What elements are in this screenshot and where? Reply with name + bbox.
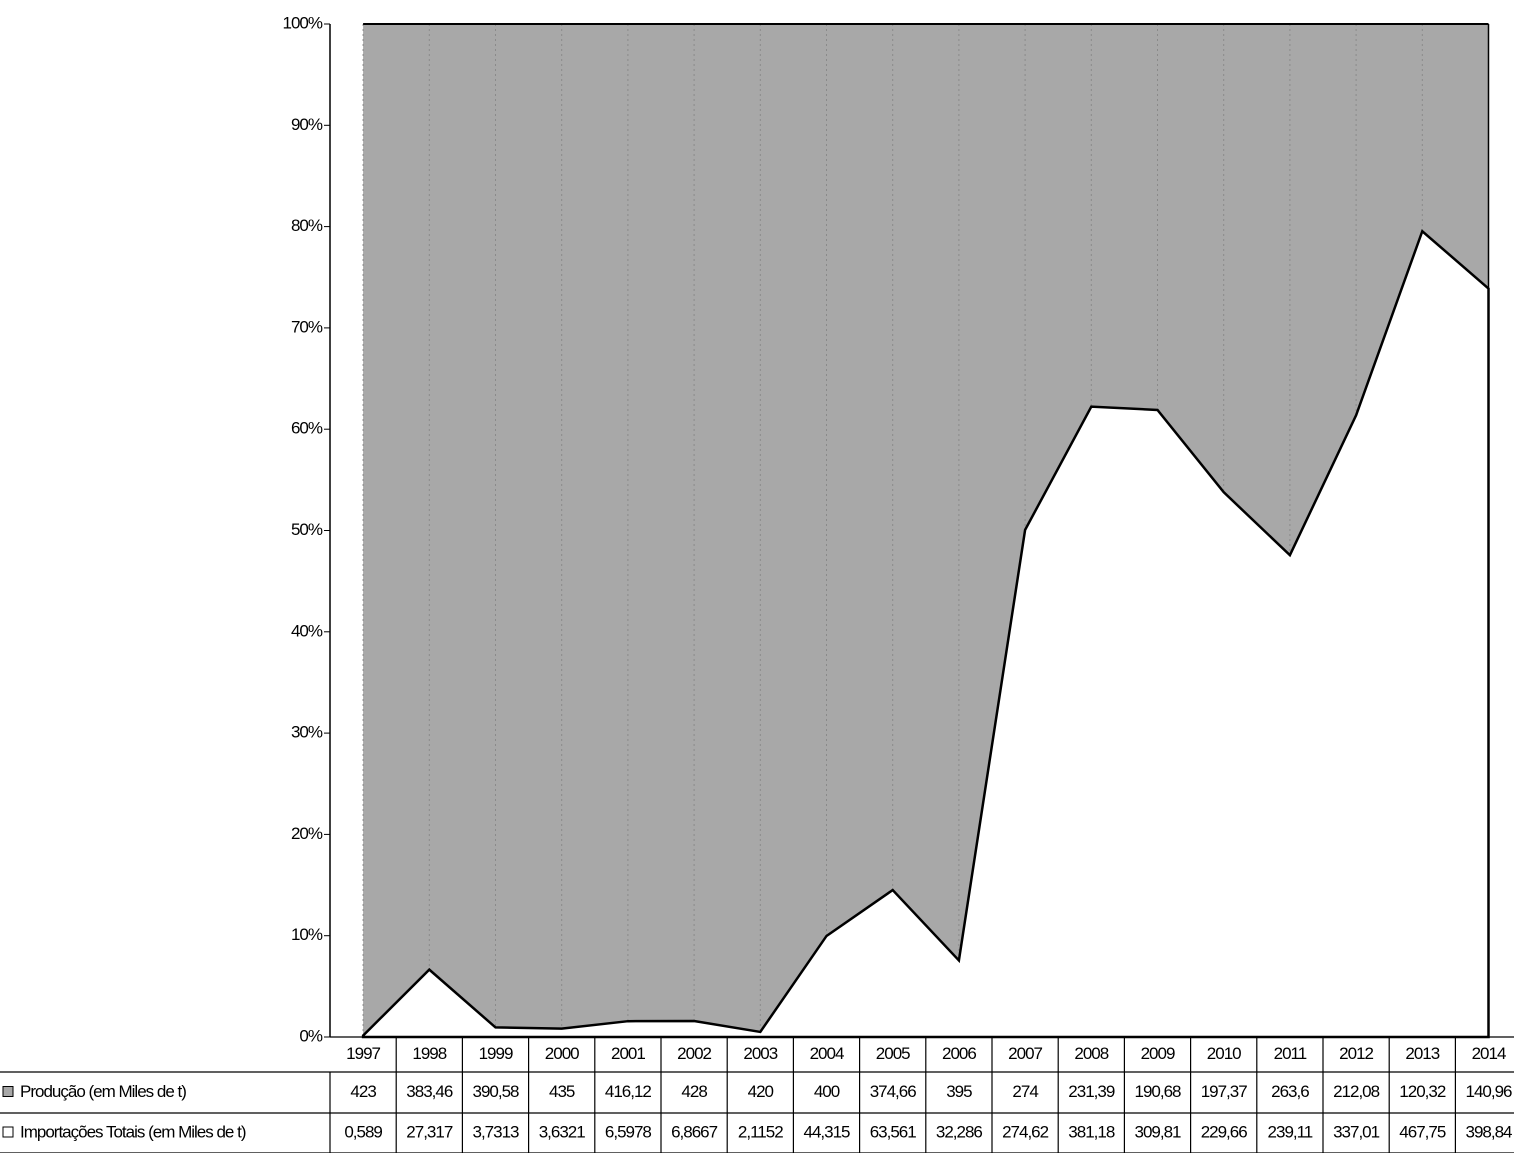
area-produção bbox=[363, 24, 1489, 1036]
x-tick-label: 2006 bbox=[942, 1044, 976, 1063]
y-tick-label: 70% bbox=[291, 317, 323, 336]
table-value: 274 bbox=[1012, 1082, 1038, 1101]
table-value: 231,39 bbox=[1068, 1082, 1115, 1101]
y-tick-label: 80% bbox=[291, 216, 323, 235]
table-value: 3,6321 bbox=[539, 1122, 586, 1141]
x-tick-label: 2001 bbox=[611, 1044, 645, 1063]
table-value: 395 bbox=[946, 1082, 972, 1101]
x-tick-label: 2002 bbox=[677, 1044, 711, 1063]
table-value: 435 bbox=[549, 1082, 575, 1101]
x-tick-label: 2004 bbox=[810, 1044, 844, 1063]
x-tick-label: 2003 bbox=[743, 1044, 777, 1063]
table-value: 416,12 bbox=[605, 1082, 652, 1101]
table-value: 274,62 bbox=[1002, 1122, 1049, 1141]
y-tick-label: 50% bbox=[291, 520, 323, 539]
table-value: 383,46 bbox=[406, 1082, 453, 1101]
table-value: 120,32 bbox=[1399, 1082, 1446, 1101]
table-value: 27,317 bbox=[406, 1122, 453, 1141]
y-tick-label: 90% bbox=[291, 115, 323, 134]
y-tick-label: 30% bbox=[291, 723, 323, 742]
area-importações bbox=[361, 229, 1490, 1039]
table-value: 197,37 bbox=[1201, 1082, 1248, 1101]
table-value: 467,75 bbox=[1399, 1122, 1446, 1141]
x-tick-label: 2009 bbox=[1141, 1044, 1175, 1063]
x-tick-label: 2010 bbox=[1207, 1044, 1241, 1063]
y-tick-label: 10% bbox=[291, 925, 323, 944]
table-value: 3,7313 bbox=[473, 1122, 520, 1141]
table-value: 263,6 bbox=[1271, 1082, 1309, 1101]
table-value: 2,1152 bbox=[738, 1122, 783, 1141]
legend-label: Produção (em Miles de t) bbox=[20, 1082, 186, 1101]
table-value: 390,58 bbox=[473, 1082, 520, 1101]
table-value: 229,66 bbox=[1201, 1122, 1248, 1141]
table-value: 337,01 bbox=[1333, 1122, 1380, 1141]
x-tick-label: 1998 bbox=[412, 1044, 446, 1063]
legend-key bbox=[2, 1086, 14, 1097]
y-tick-label: 40% bbox=[291, 621, 323, 640]
x-tick-label: 2005 bbox=[876, 1044, 910, 1063]
table-value: 212,08 bbox=[1333, 1082, 1380, 1101]
y-tick-label: 60% bbox=[291, 419, 323, 438]
table-value: 140,96 bbox=[1466, 1082, 1513, 1101]
x-tick-label: 2012 bbox=[1339, 1044, 1373, 1063]
x-tick-label: 2007 bbox=[1008, 1044, 1042, 1063]
x-tick-label: 2000 bbox=[545, 1044, 579, 1063]
table-value: 398,84 bbox=[1466, 1122, 1513, 1141]
legend-label: Importações Totais (em Miles de t) bbox=[20, 1122, 246, 1141]
y-tick-label: 100% bbox=[283, 13, 323, 32]
table-value: 420 bbox=[748, 1082, 774, 1101]
y-tick-label: 20% bbox=[291, 824, 323, 843]
x-tick-label: 2008 bbox=[1074, 1044, 1108, 1063]
table-value: 190,68 bbox=[1135, 1082, 1182, 1101]
x-tick-label: 2013 bbox=[1405, 1044, 1439, 1063]
table-value: 32,286 bbox=[936, 1122, 983, 1141]
table-value: 400 bbox=[814, 1082, 840, 1101]
table-value: 0,589 bbox=[344, 1122, 382, 1141]
legend-key bbox=[2, 1126, 14, 1138]
table-value: 309,81 bbox=[1135, 1122, 1182, 1141]
table-value: 6,5978 bbox=[605, 1122, 652, 1141]
table-value: 423 bbox=[350, 1082, 376, 1101]
table-value: 6,8667 bbox=[671, 1122, 718, 1141]
table-value: 63,561 bbox=[870, 1122, 917, 1141]
x-tick-label: 2011 bbox=[1274, 1044, 1307, 1063]
y-tick-label: 0% bbox=[299, 1026, 322, 1045]
x-tick-label: 1999 bbox=[479, 1044, 513, 1063]
table-value: 381,18 bbox=[1068, 1122, 1115, 1141]
table-value: 44,315 bbox=[804, 1122, 851, 1141]
table-value: 428 bbox=[681, 1082, 707, 1101]
x-tick-label: 1997 bbox=[346, 1044, 380, 1063]
table-value: 374,66 bbox=[870, 1082, 917, 1101]
x-tick-label: 2014 bbox=[1472, 1044, 1506, 1063]
table-value: 239,11 bbox=[1268, 1122, 1313, 1141]
